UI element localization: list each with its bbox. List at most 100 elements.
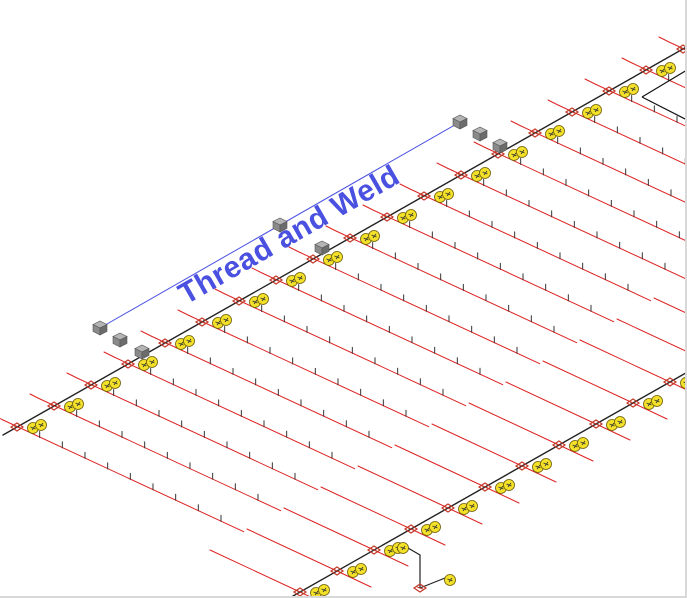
- sprinkler-head-icon[interactable]: [540, 458, 552, 470]
- sprinkler-head-icon[interactable]: [183, 335, 195, 347]
- sprinkler-head-icon[interactable]: [35, 419, 47, 431]
- branch-pipe: [335, 230, 578, 344]
- sprinkler-head-icon[interactable]: [614, 416, 626, 428]
- sprinkler-head-icon[interactable]: [368, 230, 380, 242]
- branch-pipe: [484, 486, 520, 504]
- sprinkler-head-icon[interactable]: [429, 521, 441, 533]
- sprinkler-head-icon[interactable]: [503, 479, 515, 491]
- sprinkler-head-icon[interactable]: [627, 83, 639, 95]
- branch-pipe: [298, 251, 541, 365]
- branch-pipe: [558, 444, 594, 462]
- sprinkler-head-icon[interactable]: [590, 104, 602, 116]
- branch-pipe-tail: [0, 417, 4, 421]
- sprinkler-head-icon[interactable]: [405, 209, 417, 221]
- tee-fitting-icon: [305, 254, 321, 264]
- tee-fitting-icon: [268, 275, 284, 285]
- branch-pipe: [336, 570, 372, 588]
- sprinkler-head-icon[interactable]: [72, 398, 84, 410]
- sprinkler-head-icon[interactable]: [397, 542, 409, 554]
- branch-pipe: [595, 423, 631, 441]
- branch-pipe: [320, 486, 412, 530]
- branch-pipe-tail: [177, 309, 189, 316]
- tee-fitting-icon: [412, 583, 428, 593]
- sprinkler-head-icon[interactable]: [146, 356, 158, 368]
- sprinkler-head-icon[interactable]: [331, 251, 343, 263]
- branch-pipe-tail: [214, 288, 226, 295]
- grip-cube-icon[interactable]: [134, 344, 150, 360]
- branch-pipe-tail: [584, 78, 596, 85]
- grip-cube-icon[interactable]: [492, 138, 508, 154]
- branch-pipe: [653, 297, 685, 314]
- branch-pipe: [209, 549, 301, 593]
- branch-pipe: [246, 528, 338, 572]
- sprinkler-head-icon[interactable]: [442, 188, 454, 200]
- grip-cube-icon[interactable]: [92, 320, 108, 336]
- tee-fitting-icon: [292, 587, 308, 596]
- branch-pipe: [447, 507, 483, 525]
- sprinkler-head-icon[interactable]: [651, 395, 663, 407]
- sprinkler-head-icon[interactable]: [479, 167, 491, 179]
- branch-pipe: [669, 381, 685, 390]
- tee-fitting-icon: [329, 566, 345, 576]
- tee-fitting-icon: [477, 482, 493, 492]
- tee-fitting-icon: [194, 317, 210, 327]
- grip-cube-icon[interactable]: [452, 114, 468, 130]
- tee-fitting-icon: [403, 524, 419, 534]
- grip-cube-icon[interactable]: [472, 126, 488, 142]
- tee-fitting-icon: [601, 86, 617, 96]
- branch-pipe: [632, 402, 668, 420]
- branch-pipe-tail: [399, 183, 411, 190]
- sprinkler-head-icon[interactable]: [553, 125, 565, 137]
- grip-cube-icon[interactable]: [314, 240, 330, 256]
- tee-fitting-icon: [675, 44, 685, 54]
- branch-pipe: [39, 398, 282, 512]
- room-outline: [641, 70, 685, 120]
- branch-pipe-tail: [325, 225, 337, 232]
- sprinkler-head-icon[interactable]: [355, 563, 367, 575]
- branch-pipe: [505, 381, 597, 425]
- riser-pipe: [407, 547, 421, 556]
- sprinkler-head-icon[interactable]: [294, 272, 306, 284]
- branch-pipe-tail: [436, 162, 448, 169]
- branch-pipe: [261, 272, 504, 386]
- tee-fitting-icon: [83, 380, 99, 390]
- sprinkler-head-icon[interactable]: [680, 377, 686, 389]
- tee-fitting-icon: [416, 191, 432, 201]
- branch-pipe-tail: [362, 204, 374, 211]
- branch-pipe-tail: [547, 99, 559, 106]
- tee-fitting-icon: [625, 398, 641, 408]
- sprinkler-head-icon[interactable]: [466, 500, 478, 512]
- branch-pipe: [520, 125, 685, 203]
- branch-pipe: [357, 465, 449, 509]
- sprinkler-head-icon[interactable]: [577, 437, 589, 449]
- grip-cube-icon[interactable]: [272, 217, 288, 233]
- branch-pipe: [557, 104, 685, 165]
- branch-pipe-tail: [140, 330, 152, 337]
- main-pipe: [291, 372, 685, 596]
- branch-lines-group: [0, 36, 685, 596]
- sprinkler-head-icon[interactable]: [444, 574, 456, 586]
- sprinkler-head-icon[interactable]: [664, 62, 676, 74]
- branch-pipe: [579, 339, 671, 383]
- branch-pipe: [150, 335, 393, 449]
- sprinkler-head-icon[interactable]: [109, 377, 121, 389]
- tee-fitting-icon: [231, 296, 247, 306]
- sprinkler-head-icon[interactable]: [220, 314, 232, 326]
- sprinkler-head-icon[interactable]: [318, 584, 330, 596]
- sprinkler-head-icon[interactable]: [257, 293, 269, 305]
- branch-pipe-tail: [103, 351, 115, 358]
- grip-cube-icon[interactable]: [112, 332, 128, 348]
- tee-fitting-icon: [514, 461, 530, 471]
- branch-pipe: [483, 146, 685, 241]
- branch-pipe: [187, 314, 430, 428]
- branch-pipe: [224, 293, 467, 407]
- branch-pipe: [394, 444, 486, 488]
- branch-pipe-tail: [251, 267, 263, 274]
- branch-pipe: [616, 318, 685, 352]
- branch-pipe: [410, 528, 446, 546]
- sprinkler-head-icon[interactable]: [516, 146, 528, 158]
- branch-pipe: [113, 356, 356, 470]
- branch-pipe: [468, 402, 560, 446]
